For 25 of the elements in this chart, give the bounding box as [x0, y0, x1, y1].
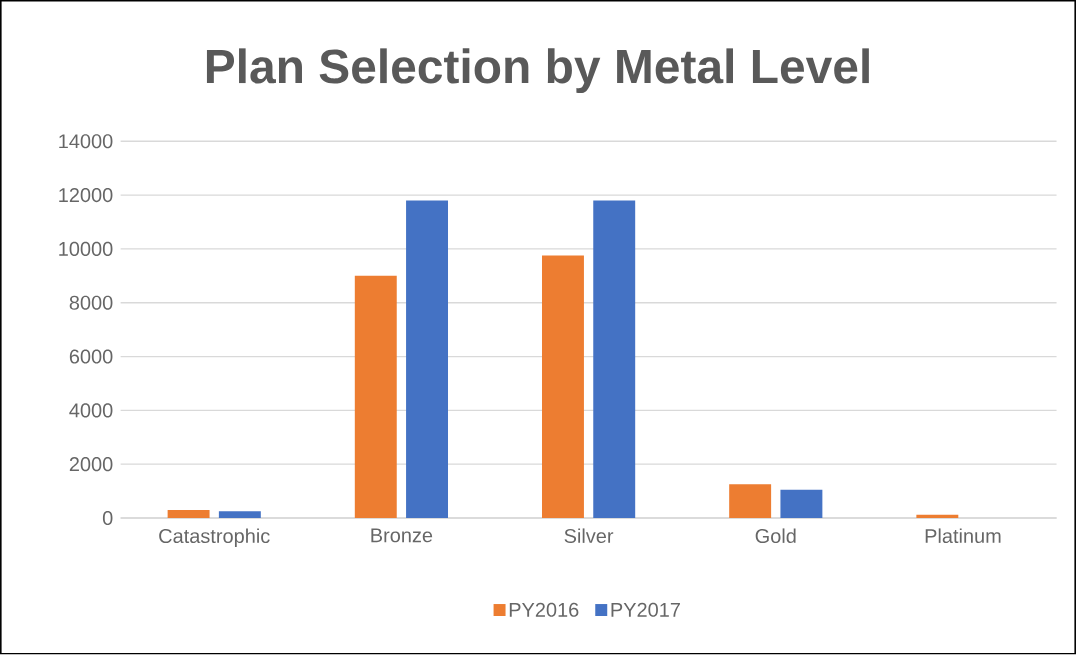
- y-tick-label: 2000: [69, 457, 113, 472]
- bar: [406, 200, 449, 519]
- x-tick-label: Bronze: [371, 528, 433, 543]
- y-tick-label: 0: [102, 511, 113, 526]
- y-tick-label: 8000: [69, 295, 113, 310]
- x-tick-label: Platinum: [925, 528, 1001, 544]
- y-tick-label: 4000: [69, 403, 113, 418]
- x-tick-label: Silver: [564, 528, 614, 544]
- chart-title: Plan Selection by Metal Level: [206, 48, 869, 94]
- y-tick-label: 12000: [59, 188, 113, 203]
- bar: [354, 275, 397, 519]
- bar: [729, 484, 772, 519]
- bar: [167, 510, 210, 519]
- bar: [916, 514, 959, 519]
- bar: [218, 511, 261, 519]
- x-tick-label: Catastrophic: [159, 528, 270, 548]
- legend-label: PY2016: [509, 602, 579, 618]
- y-tick-label: 6000: [69, 349, 113, 364]
- bar: [780, 489, 823, 519]
- bar: [593, 200, 636, 519]
- bar: [542, 255, 584, 519]
- y-tick-label: 14000: [59, 134, 113, 149]
- y-tick-label: 10000: [59, 242, 113, 257]
- x-tick-label: Gold: [755, 528, 796, 544]
- legend-label: PY2017: [611, 602, 680, 618]
